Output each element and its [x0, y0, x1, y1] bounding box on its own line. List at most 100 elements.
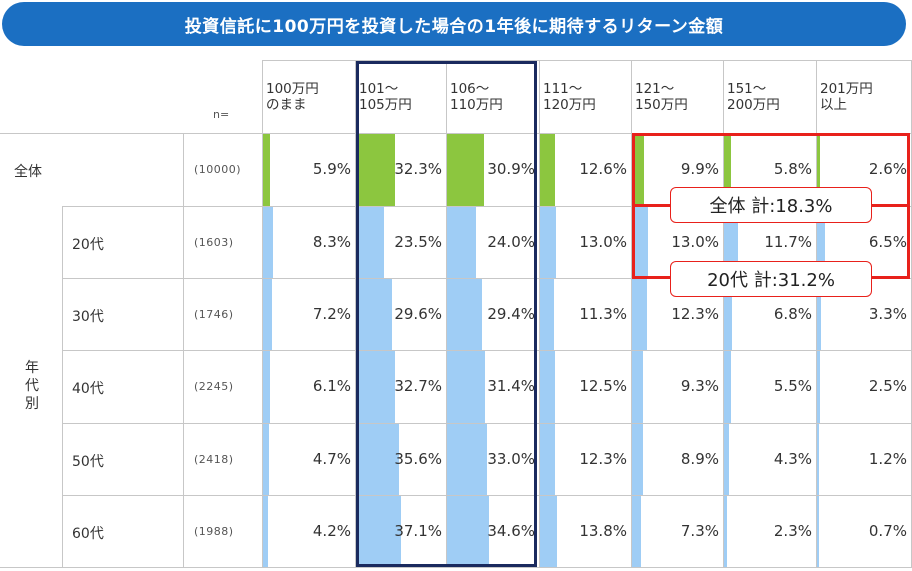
- grid-line-col: [446, 60, 447, 567]
- value-label: 6.1%: [312, 377, 351, 395]
- grid-line-col: [355, 60, 356, 567]
- value-label: 5.9%: [312, 160, 351, 178]
- value-label: 2.5%: [868, 377, 907, 395]
- row-label-total: 全体: [14, 164, 42, 180]
- bar: [356, 424, 399, 495]
- row-label-age: 20代: [72, 236, 104, 253]
- bar: [447, 496, 489, 567]
- bar: [356, 134, 395, 206]
- value-label: 7.3%: [680, 521, 719, 540]
- column-header: 106～ 110万円: [450, 81, 503, 113]
- sample-size: (2418): [194, 452, 234, 466]
- row-label-age: 50代: [72, 453, 104, 470]
- grid-line-col: [539, 60, 540, 567]
- bar: [817, 496, 819, 567]
- bar: [540, 424, 555, 495]
- grid-line-top: [262, 60, 912, 61]
- value-label: 33.0%: [487, 449, 535, 468]
- value-label: 2.6%: [868, 160, 907, 178]
- grid-line-row: [62, 495, 912, 496]
- column-header: 111～ 120万円: [543, 81, 596, 113]
- sample-size: (1746): [194, 307, 234, 321]
- bar: [356, 351, 396, 423]
- bar: [724, 496, 727, 567]
- bar: [356, 279, 392, 350]
- bar: [356, 496, 401, 567]
- value-label: 9.3%: [680, 377, 719, 395]
- callout-total-sum: 全体 計:18.3%: [670, 187, 872, 223]
- bar: [724, 424, 730, 495]
- grid-line-col: [262, 60, 263, 567]
- value-label: 13.8%: [579, 521, 627, 540]
- bar: [724, 134, 731, 206]
- bar: [447, 134, 485, 206]
- value-label: 34.6%: [487, 521, 535, 540]
- value-label: 4.3%: [773, 449, 812, 468]
- value-label: 0.7%: [868, 521, 907, 540]
- grid-line-row: [62, 278, 912, 279]
- sample-size: (2245): [194, 380, 234, 393]
- value-label: 3.3%: [868, 304, 907, 323]
- column-header: 201万円 以上: [820, 81, 873, 113]
- bar: [540, 496, 557, 567]
- bar: [447, 279, 483, 350]
- bar: [263, 351, 271, 423]
- bar: [817, 207, 825, 278]
- column-header: 121～ 150万円: [635, 81, 688, 113]
- bar: [263, 207, 273, 278]
- value-label: 29.4%: [487, 304, 535, 323]
- value-label: 13.0%: [671, 232, 719, 251]
- n-caption: n=: [213, 108, 230, 121]
- value-label: 37.1%: [394, 521, 442, 540]
- sample-size: (1603): [194, 235, 234, 249]
- bar: [632, 351, 644, 423]
- grid-line-row: [0, 133, 912, 134]
- grid-line-row: [62, 206, 912, 207]
- value-label: 8.9%: [680, 449, 719, 468]
- bar: [540, 207, 556, 278]
- value-label: 12.3%: [579, 449, 627, 468]
- bar: [817, 279, 821, 350]
- value-label: 32.3%: [394, 160, 442, 178]
- value-label: 5.8%: [773, 160, 812, 178]
- grid-line-row: [0, 567, 912, 568]
- bar: [263, 279, 272, 350]
- bar: [817, 351, 820, 423]
- column-header: 101～ 105万円: [359, 81, 412, 113]
- bar: [447, 351, 485, 423]
- grid-line-row: [62, 350, 912, 351]
- grid-line-col: [816, 60, 817, 567]
- callout-20s-sum: 20代 計:31.2%: [670, 261, 872, 297]
- age-group-label: 年代別: [25, 359, 39, 412]
- value-label: 23.5%: [394, 232, 442, 251]
- sample-size: (10000): [194, 163, 242, 176]
- grid-line-col: [631, 60, 632, 567]
- value-label: 6.5%: [868, 232, 907, 251]
- grid-line-col: [723, 60, 724, 567]
- value-label: 12.3%: [671, 304, 719, 323]
- value-label: 35.6%: [394, 449, 442, 468]
- grid-line-group: [62, 206, 63, 567]
- value-label: 9.9%: [680, 160, 719, 178]
- value-label: 4.7%: [312, 449, 351, 468]
- bar: [356, 207, 385, 278]
- bar: [540, 134, 556, 206]
- bar: [540, 279, 554, 350]
- value-label: 13.0%: [579, 232, 627, 251]
- value-label: 1.2%: [868, 449, 907, 468]
- grid-line-label: [183, 133, 184, 567]
- bar: [724, 279, 733, 350]
- bar: [632, 279, 647, 350]
- value-label: 5.5%: [773, 377, 812, 395]
- value-label: 4.2%: [312, 521, 351, 540]
- value-label: 12.6%: [579, 160, 627, 178]
- value-label: 31.4%: [487, 377, 535, 395]
- sample-size: (1988): [194, 524, 234, 538]
- value-label: 30.9%: [487, 160, 535, 178]
- grid-line-row: [62, 423, 912, 424]
- value-label: 8.3%: [312, 232, 351, 251]
- bar: [263, 424, 269, 495]
- highlight-box-101-110: [356, 61, 537, 567]
- bar: [263, 134, 271, 206]
